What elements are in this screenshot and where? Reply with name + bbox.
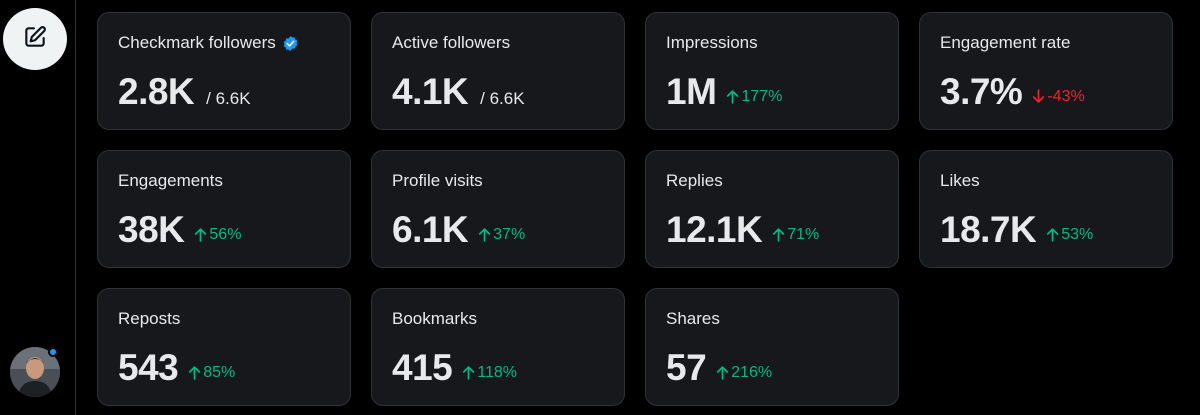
card-label: Impressions <box>666 33 758 52</box>
card-value: 18.7K <box>940 209 1037 250</box>
sidebar <box>0 0 76 415</box>
card-value: 415 <box>392 347 453 388</box>
arrow-up-icon <box>1047 228 1059 242</box>
card-replies: Replies 12.1K 71% <box>645 150 899 268</box>
card-value: 4.1K <box>392 71 469 112</box>
arrow-up-icon <box>189 366 201 380</box>
card-label: Reposts <box>118 309 181 328</box>
card-label: Replies <box>666 171 723 190</box>
card-value: 1M <box>666 71 717 112</box>
arrow-up-icon <box>773 228 785 242</box>
card-label: Shares <box>666 309 720 328</box>
verified-badge-icon <box>282 35 299 52</box>
card-value: 38K <box>118 209 185 250</box>
card-active-followers: Active followers 4.1K / 6.6K <box>371 12 625 130</box>
card-reposts: Reposts 543 85% <box>97 288 351 406</box>
card-value: 12.1K <box>666 209 763 250</box>
card-profile-visits: Profile visits 6.1K 37% <box>371 150 625 268</box>
card-likes: Likes 18.7K 53% <box>919 150 1173 268</box>
card-delta: 177% <box>741 87 783 105</box>
card-impressions: Impressions 1M 177% <box>645 12 899 130</box>
card-label: Bookmarks <box>392 309 478 328</box>
arrow-up-icon <box>478 228 491 242</box>
card-delta: 37% <box>493 225 526 243</box>
card-delta: 118% <box>477 363 517 381</box>
card-label: Profile visits <box>392 171 483 190</box>
card-label: Checkmark followers <box>118 33 276 52</box>
card-delta: 216% <box>731 363 773 381</box>
card-engagement-rate: Engagement rate 3.7% -43% <box>919 12 1173 130</box>
arrow-up-icon <box>195 228 207 242</box>
card-bookmarks: Bookmarks 415 118% <box>371 288 625 406</box>
card-delta: 71% <box>787 225 820 243</box>
card-total: / 6.6K <box>480 89 525 108</box>
card-label: Engagements <box>118 171 223 190</box>
account-avatar-wrap <box>10 347 60 397</box>
notification-dot <box>48 347 58 357</box>
arrow-up-icon <box>463 366 475 380</box>
card-engagements: Engagements 38K 56% <box>97 150 351 268</box>
card-value: 543 <box>118 347 179 388</box>
card-delta: -43% <box>1047 87 1085 105</box>
card-value: 6.1K <box>392 209 469 250</box>
compose-button[interactable] <box>3 8 67 70</box>
card-label: Engagement rate <box>940 33 1071 52</box>
card-shares: Shares 57 216% <box>645 288 899 406</box>
compose-icon <box>22 24 48 55</box>
card-delta: 56% <box>209 225 242 243</box>
card-checkmark-followers: Checkmark followers 2.8K / 6.6K <box>97 12 351 130</box>
card-label: Likes <box>940 171 980 190</box>
card-label: Active followers <box>392 33 511 52</box>
card-delta: 53% <box>1061 225 1094 243</box>
card-value: 3.7% <box>940 71 1023 112</box>
arrow-up-icon <box>727 90 739 104</box>
arrow-up-icon <box>716 366 729 380</box>
card-delta: 85% <box>203 363 236 381</box>
arrow-down-icon <box>1033 89 1045 103</box>
card-value: 2.8K <box>118 71 195 112</box>
card-total: / 6.6K <box>206 89 251 108</box>
card-value: 57 <box>666 347 707 388</box>
